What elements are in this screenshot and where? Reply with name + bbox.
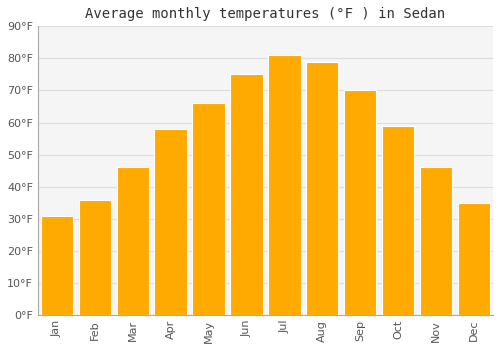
Bar — [78, 199, 111, 315]
Bar — [116, 167, 149, 315]
Bar — [306, 62, 338, 315]
Title: Average monthly temperatures (°F ) in Sedan: Average monthly temperatures (°F ) in Se… — [86, 7, 446, 21]
Bar — [382, 126, 414, 315]
Bar — [154, 129, 186, 315]
Bar — [420, 167, 452, 315]
Bar — [268, 55, 300, 315]
Bar — [458, 203, 490, 315]
Bar — [344, 90, 376, 315]
Bar — [192, 103, 224, 315]
Bar — [230, 75, 262, 315]
Bar — [40, 216, 73, 315]
